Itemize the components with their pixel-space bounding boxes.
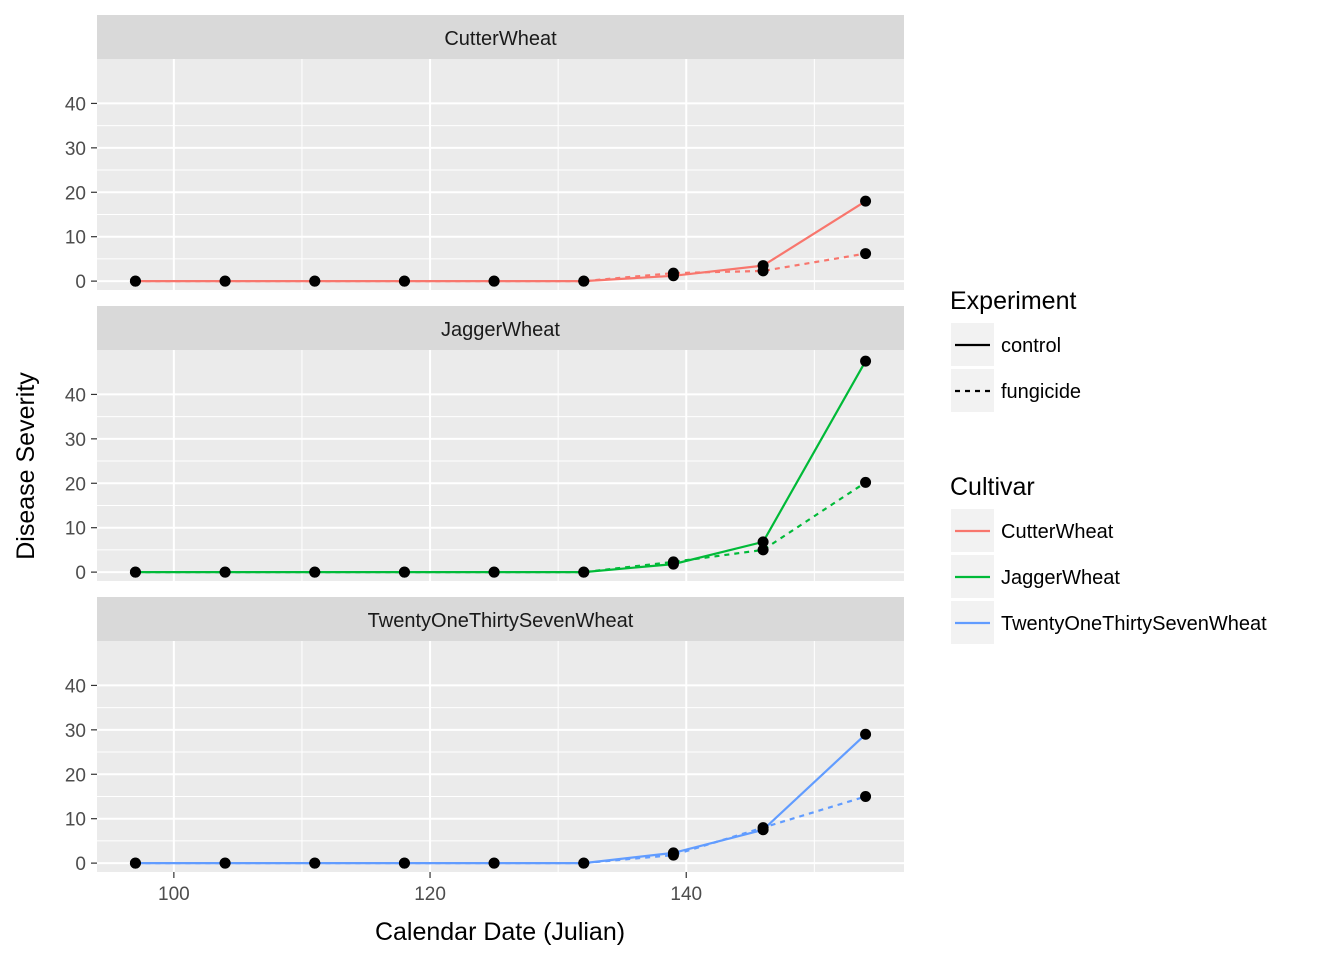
data-point-control [757,536,769,548]
y-tick-label: 40 [65,94,86,115]
y-tick-label: 20 [65,474,86,495]
facet-panels: CutterWheat 0 10 20 30 40 JaggerWheat 0 10 20 30 40… [65,15,904,875]
data-point-fungicide [129,275,141,287]
facet-strip-label: JaggerWheat [441,319,560,341]
legend-experiment: Experiment control fungicide [950,287,1081,412]
legend-label: fungicide [1001,381,1081,403]
data-point-fungicide [667,556,679,568]
data-point-fungicide [129,566,141,578]
y-tick-label: 10 [65,228,86,249]
x-axis-title: Calendar Date (Julian) [375,918,625,946]
y-tick-label: 40 [65,385,86,406]
y-tick-label: 30 [65,139,86,160]
y-axis-title: Disease Severity [12,372,40,560]
data-point-fungicide [129,857,141,869]
data-point-control [860,728,872,740]
data-point-fungicide [578,857,590,869]
data-point-fungicide [309,275,321,287]
data-point-fungicide [578,275,590,287]
data-point-fungicide [757,265,769,277]
facet-panel-twentyonethirtysevenwheat: TwentyOneThirtySevenWheat 0 10 20 30 40 [65,597,904,875]
plot-background [97,59,904,290]
data-point-fungicide [860,248,872,260]
y-tick-label: 30 [65,721,86,742]
data-point-fungicide [860,476,872,488]
facet-strip [97,15,904,59]
facet-strip [97,306,904,350]
data-point-fungicide [398,857,410,869]
y-tick-label: 10 [65,519,86,540]
data-point-fungicide [219,857,231,869]
data-point-fungicide [667,267,679,279]
legend-label: TwentyOneThirtySevenWheat [1001,613,1267,635]
facet-strip-label: TwentyOneThirtySevenWheat [368,610,634,632]
data-point-fungicide [488,275,500,287]
legend-label: control [1001,335,1061,357]
data-point-fungicide [578,566,590,578]
y-tick-label: 10 [65,810,86,831]
data-point-fungicide [398,566,410,578]
data-point-fungicide [667,849,679,861]
data-point-fungicide [757,822,769,834]
y-tick-label: 0 [75,272,86,293]
y-tick-label: 0 [75,563,86,584]
data-point-fungicide [860,790,872,802]
legend-title: Cultivar [950,473,1035,501]
data-point-fungicide [757,544,769,556]
legend-cultivar: Cultivar CutterWheat JaggerWheat TwentyOneT… [950,473,1267,644]
x-axis: 100 120 140 [158,872,702,905]
data-point-control [860,195,872,207]
y-tick-label: 20 [65,183,86,204]
legend-title: Experiment [950,287,1076,315]
data-point-fungicide [219,275,231,287]
data-point-fungicide [309,857,321,869]
data-point-control [860,355,872,367]
y-tick-label: 20 [65,765,86,786]
data-point-fungicide [219,566,231,578]
legend-label: JaggerWheat [1001,567,1120,589]
data-point-fungicide [488,857,500,869]
x-tick-label: 100 [158,884,190,905]
y-tick-label: 40 [65,676,86,697]
x-tick-label: 140 [670,884,702,905]
data-point-fungicide [488,566,500,578]
series-line-fungicide [135,795,866,865]
x-tick-label: 120 [414,884,446,905]
facet-strip-label: CutterWheat [444,28,557,50]
y-tick-label: 0 [75,854,86,875]
legends: Experiment control fungicide Cultivar Cutter… [950,287,1267,644]
facet-panel-cutterwheat: CutterWheat 0 10 20 30 40 [65,15,904,293]
legend-label: CutterWheat [1001,521,1114,543]
data-point-fungicide [398,275,410,287]
y-tick-label: 30 [65,430,86,451]
plot-background [97,350,904,581]
plot-background [97,641,904,872]
facet-strip [97,597,904,641]
facet-panel-jaggerwheat: JaggerWheat 0 10 20 30 40 [65,306,904,584]
data-point-fungicide [309,566,321,578]
